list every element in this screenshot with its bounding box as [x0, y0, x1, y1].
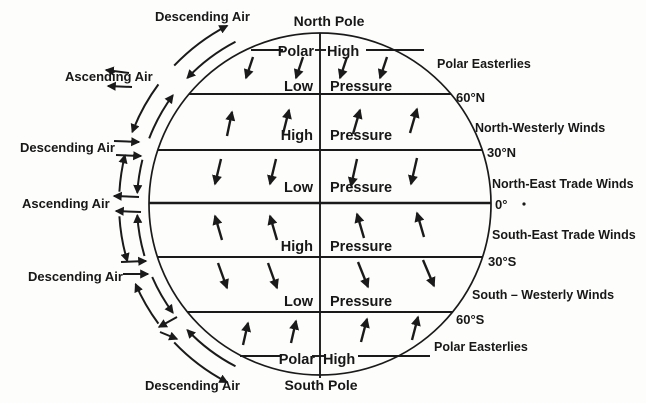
pressure-label: Low: [284, 79, 314, 95]
wind-arrows-ne-trades: [212, 157, 419, 188]
wind-arrows-se-trades: [212, 211, 426, 241]
pressure-label: Low: [284, 294, 314, 310]
pressure-label: Polar: [278, 44, 315, 60]
pressure-label: High: [281, 239, 313, 255]
pressure-label: High: [323, 352, 355, 368]
latitude-label: 0°: [495, 197, 507, 212]
pressure-label: Polar: [279, 352, 316, 368]
vertical-motion-arrows: [104, 66, 179, 341]
pressure-label: High: [327, 44, 359, 60]
circulation-label: Descending Air: [28, 269, 123, 284]
label-south-pole: South Pole: [284, 377, 357, 393]
latitude-label: 60°N: [456, 90, 485, 105]
pressure-label: Pressure: [330, 294, 392, 310]
pressure-band-labels: Polar High Low Pressure High Pressure Lo…: [278, 44, 392, 368]
wind-label: North-East Trade Winds: [492, 177, 634, 191]
wind-arrows-south-polar: [241, 315, 421, 346]
wind-and-latitude-labels: Polar Easterlies 60°N North-Westerly Win…: [434, 57, 636, 354]
pressure-label: High: [281, 128, 313, 144]
pressure-label: Low: [284, 180, 314, 196]
wind-label: South – Westerly Winds: [472, 288, 614, 302]
pressure-label: Pressure: [330, 79, 392, 95]
wind-label: South-East Trade Winds: [492, 228, 636, 242]
wind-label: Polar Easterlies: [434, 340, 528, 354]
circulation-label: Descending Air: [20, 140, 115, 155]
wind-arrows-north-polar: [243, 56, 389, 80]
latitude-label: 30°S: [488, 254, 517, 269]
scan-dot-artifact: [522, 202, 526, 206]
pressure-label: Pressure: [330, 239, 392, 255]
latitude-label: 60°S: [456, 312, 485, 327]
circulation-label: Ascending Air: [22, 196, 110, 211]
pressure-label: Pressure: [330, 128, 392, 144]
circulation-label: Descending Air: [145, 378, 240, 393]
wind-arrows-northwesterlies: [225, 107, 420, 137]
wind-label: Polar Easterlies: [437, 57, 531, 71]
wind-label: North-Westerly Winds: [475, 121, 605, 135]
label-north-pole: North Pole: [294, 13, 365, 29]
pressure-label: Pressure: [330, 180, 392, 196]
circulation-label: Descending Air: [155, 9, 250, 24]
wind-arrows-southwesterlies: [216, 259, 436, 290]
circulation-labels: Descending Air Ascending Air Descending …: [20, 9, 250, 393]
circulation-label: Ascending Air: [65, 69, 153, 84]
latitude-label: 30°N: [487, 145, 516, 160]
